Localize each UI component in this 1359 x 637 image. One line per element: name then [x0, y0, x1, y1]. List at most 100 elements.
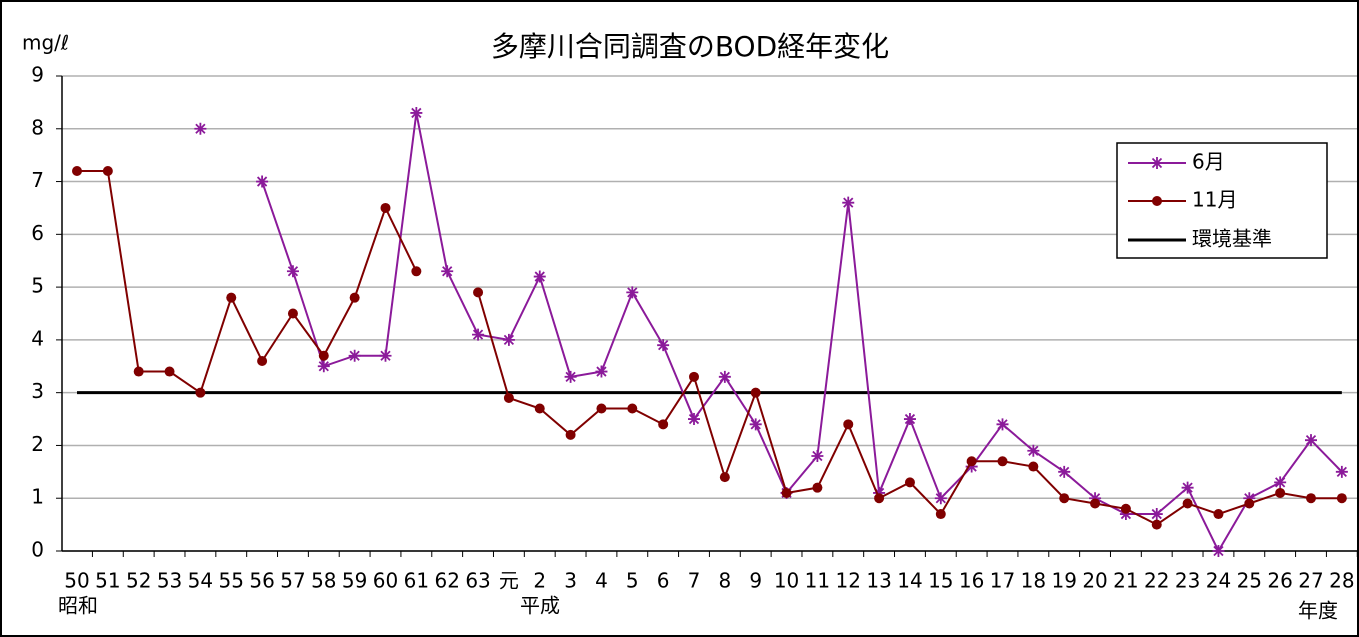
marker	[843, 419, 854, 430]
x-tick-label: 16	[959, 569, 984, 593]
marker	[874, 493, 885, 504]
marker	[873, 486, 886, 499]
marker	[1275, 487, 1286, 498]
marker	[1120, 503, 1131, 514]
x-tick-label: 11	[805, 569, 830, 593]
marker	[348, 349, 361, 362]
marker	[1119, 508, 1132, 521]
marker	[349, 292, 360, 303]
chart-title: 多摩川合同調査のBOD経年変化	[491, 30, 889, 63]
x-tick-label: 23	[1175, 569, 1200, 593]
x-tick-label: 55	[219, 569, 244, 593]
marker	[750, 387, 761, 398]
marker	[657, 339, 670, 352]
x-tick-label: 60	[373, 569, 398, 593]
marker	[1306, 493, 1316, 504]
marker	[749, 418, 762, 431]
marker	[287, 308, 298, 319]
x-tick-label: 25	[1237, 569, 1262, 593]
marker	[1028, 461, 1039, 472]
y-tick-label: 2	[31, 432, 44, 456]
marker	[626, 286, 639, 299]
x-group-label: 昭和	[58, 594, 98, 618]
marker	[966, 456, 977, 467]
x-tick-label: 56	[249, 569, 274, 593]
x-tick-label: 18	[1021, 569, 1046, 593]
marker	[965, 460, 978, 473]
x-tick-label: 12	[836, 569, 861, 593]
x-tick-label: 4	[595, 569, 608, 593]
marker	[1058, 465, 1071, 478]
x-tick-label: 元	[499, 569, 519, 593]
x-tick-label: 20	[1082, 569, 1107, 593]
x-tick-label: 13	[866, 569, 891, 593]
x-tick-label: 51	[95, 569, 120, 593]
x-tick-label: 22	[1144, 569, 1169, 593]
marker	[996, 418, 1009, 431]
x-tick-label: 3	[564, 569, 577, 593]
y-tick-label: 0	[31, 538, 44, 562]
marker	[997, 456, 1008, 467]
legend-label: 6月	[1192, 150, 1225, 174]
marker	[904, 477, 915, 488]
marker	[226, 292, 237, 303]
x-tick-label: 15	[928, 569, 953, 593]
marker	[1212, 545, 1225, 557]
x-tick-label: 24	[1206, 569, 1231, 593]
y-tick-label: 3	[31, 379, 44, 403]
marker	[1089, 492, 1102, 505]
x-tick-label: 50	[64, 569, 89, 593]
x-tick-label: 14	[897, 569, 922, 593]
marker	[379, 349, 392, 362]
x-tick-label: 27	[1298, 569, 1323, 593]
marker	[842, 196, 855, 209]
marker	[1274, 476, 1287, 489]
marker	[934, 492, 947, 505]
marker	[1090, 498, 1101, 509]
marker	[1151, 519, 1162, 530]
x-tick-label: 26	[1267, 569, 1292, 593]
marker	[719, 472, 730, 483]
marker	[1305, 434, 1317, 447]
marker	[256, 175, 269, 188]
y-tick-label: 9	[31, 63, 44, 87]
x-tick-label: 21	[1113, 569, 1138, 593]
x-tick-label: 5	[626, 569, 639, 593]
x-tick-label: 57	[280, 569, 305, 593]
marker	[1059, 493, 1070, 504]
legend-label: 環境基準	[1192, 227, 1272, 251]
x-tick-label: 7	[688, 569, 701, 593]
legend-label: 11月	[1192, 188, 1237, 212]
marker	[935, 509, 946, 520]
y-tick-label: 7	[31, 168, 44, 192]
marker	[257, 356, 268, 366]
y-tick-label: 4	[31, 326, 44, 350]
marker	[380, 202, 391, 213]
marker	[1027, 444, 1040, 457]
marker	[564, 370, 577, 383]
x-tick-label: 2	[533, 569, 546, 593]
x-tick-label: 8	[718, 569, 731, 593]
series-line	[261, 112, 1343, 554]
marker	[1181, 481, 1194, 494]
marker	[596, 403, 607, 414]
marker	[658, 419, 669, 430]
marker	[565, 429, 576, 440]
marker	[317, 360, 330, 373]
marker	[1244, 498, 1255, 509]
marker	[903, 413, 916, 426]
marker	[133, 366, 144, 377]
x-tick-label: 63	[465, 569, 490, 593]
marker	[534, 403, 545, 414]
marker	[411, 266, 422, 277]
y-tick-label: 1	[31, 485, 44, 509]
marker	[1336, 493, 1347, 504]
x-tick-label: 61	[404, 569, 429, 593]
marker	[164, 366, 175, 377]
marker	[1150, 508, 1163, 521]
marker	[502, 333, 515, 346]
x-tick-label: 6	[657, 569, 670, 593]
marker	[688, 413, 700, 426]
x-tick-label: 28	[1329, 569, 1354, 593]
